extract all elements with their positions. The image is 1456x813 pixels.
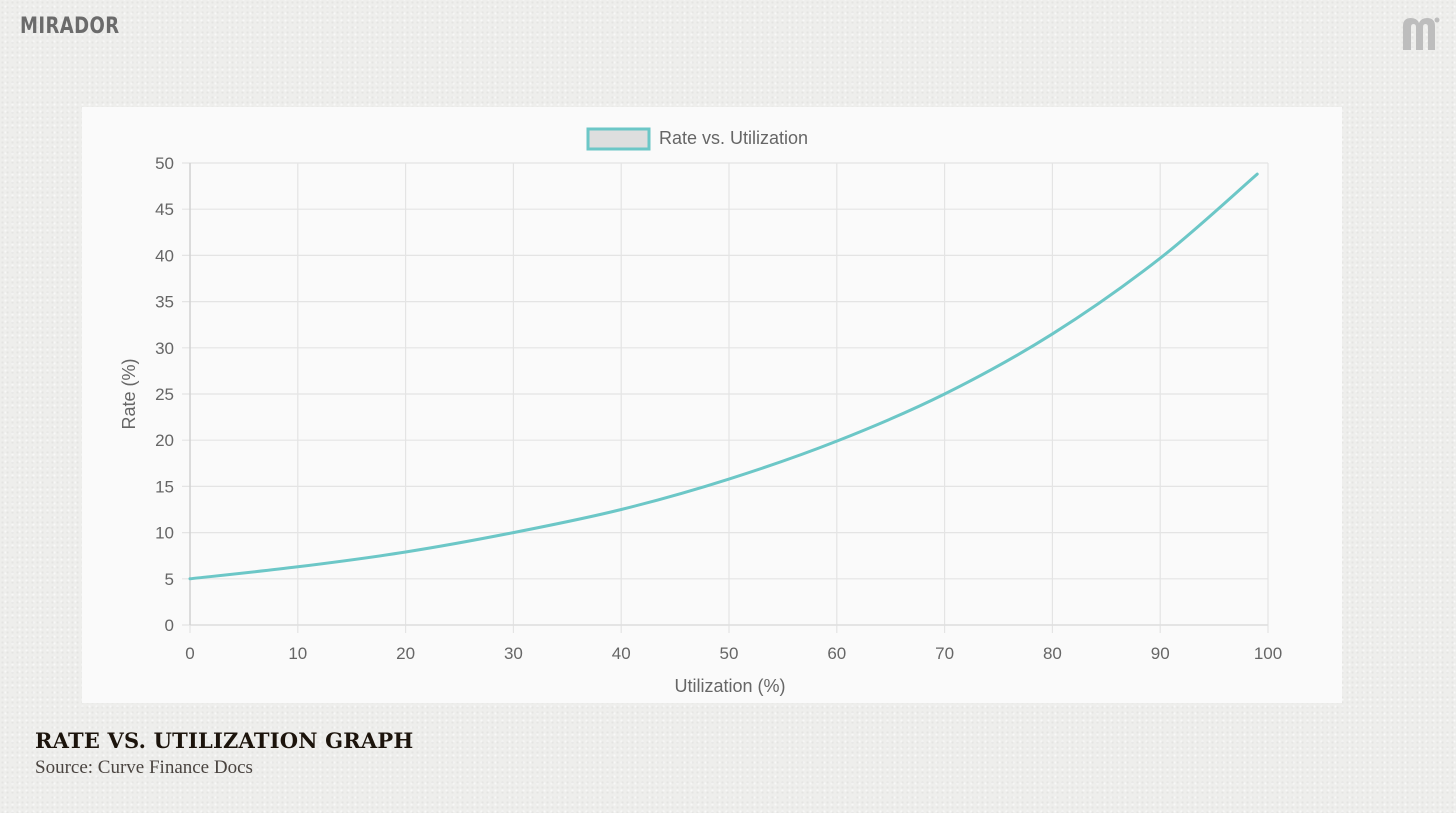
figure-caption: RATE VS. UTILIZATION GRAPH Source: Curve… [35,728,413,779]
y-tick-label: 30 [155,339,174,358]
x-tick-label: 30 [504,644,523,663]
horizontal-gridlines [182,162,1268,626]
x-tick-label: 60 [827,644,846,663]
rate-utilization-chart: 0 5 10 15 20 25 30 35 40 45 50 0 10 20 30 40 50 60 70 80 90… [119,127,1282,696]
x-tick-label: 80 [1043,644,1062,663]
legend[interactable]: Rate vs. Utilization [586,127,808,151]
x-tick-label: 90 [1151,644,1170,663]
vertical-gridlines [189,163,1269,633]
x-tick-label: 10 [288,644,307,663]
series-line-rate-vs-utilization [188,172,1259,581]
y-tick-label: 45 [155,200,174,219]
y-axis-label: Rate (%) [119,358,139,429]
x-tick-label: 0 [185,644,194,663]
caption-title: RATE VS. UTILIZATION GRAPH [35,728,414,753]
caption-source: Source: Curve Finance Docs [35,757,253,778]
x-tick-label: 70 [935,644,954,663]
y-tick-label: 50 [155,154,174,173]
x-axis-label: Utilization (%) [674,676,785,696]
brand-name: MIRADOR [20,14,120,39]
y-tick-label: 25 [155,385,174,404]
y-tick-label: 15 [155,477,174,496]
y-tick-label: 35 [155,293,174,312]
y-tick-label: 0 [165,616,174,635]
y-tick-label: 20 [155,431,174,450]
y-tick-label: 10 [155,524,174,543]
chart-card: 0 5 10 15 20 25 30 35 40 45 50 0 10 20 30 40 50 60 70 80 90… [82,107,1342,703]
x-tick-labels: 0 10 20 30 40 50 60 70 80 90 100 [185,644,1282,663]
x-tick-label: 50 [720,644,739,663]
legend-swatch[interactable] [586,127,651,151]
x-tick-label: 20 [396,644,415,663]
x-tick-label: 40 [612,644,631,663]
mirador-m-logo-icon [1403,17,1440,50]
y-tick-label: 40 [155,246,174,265]
y-tick-label: 5 [165,570,174,589]
x-tick-label: 100 [1254,644,1282,663]
legend-label[interactable]: Rate vs. Utilization [659,128,808,148]
y-tick-labels: 0 5 10 15 20 25 30 35 40 45 50 [155,154,174,635]
